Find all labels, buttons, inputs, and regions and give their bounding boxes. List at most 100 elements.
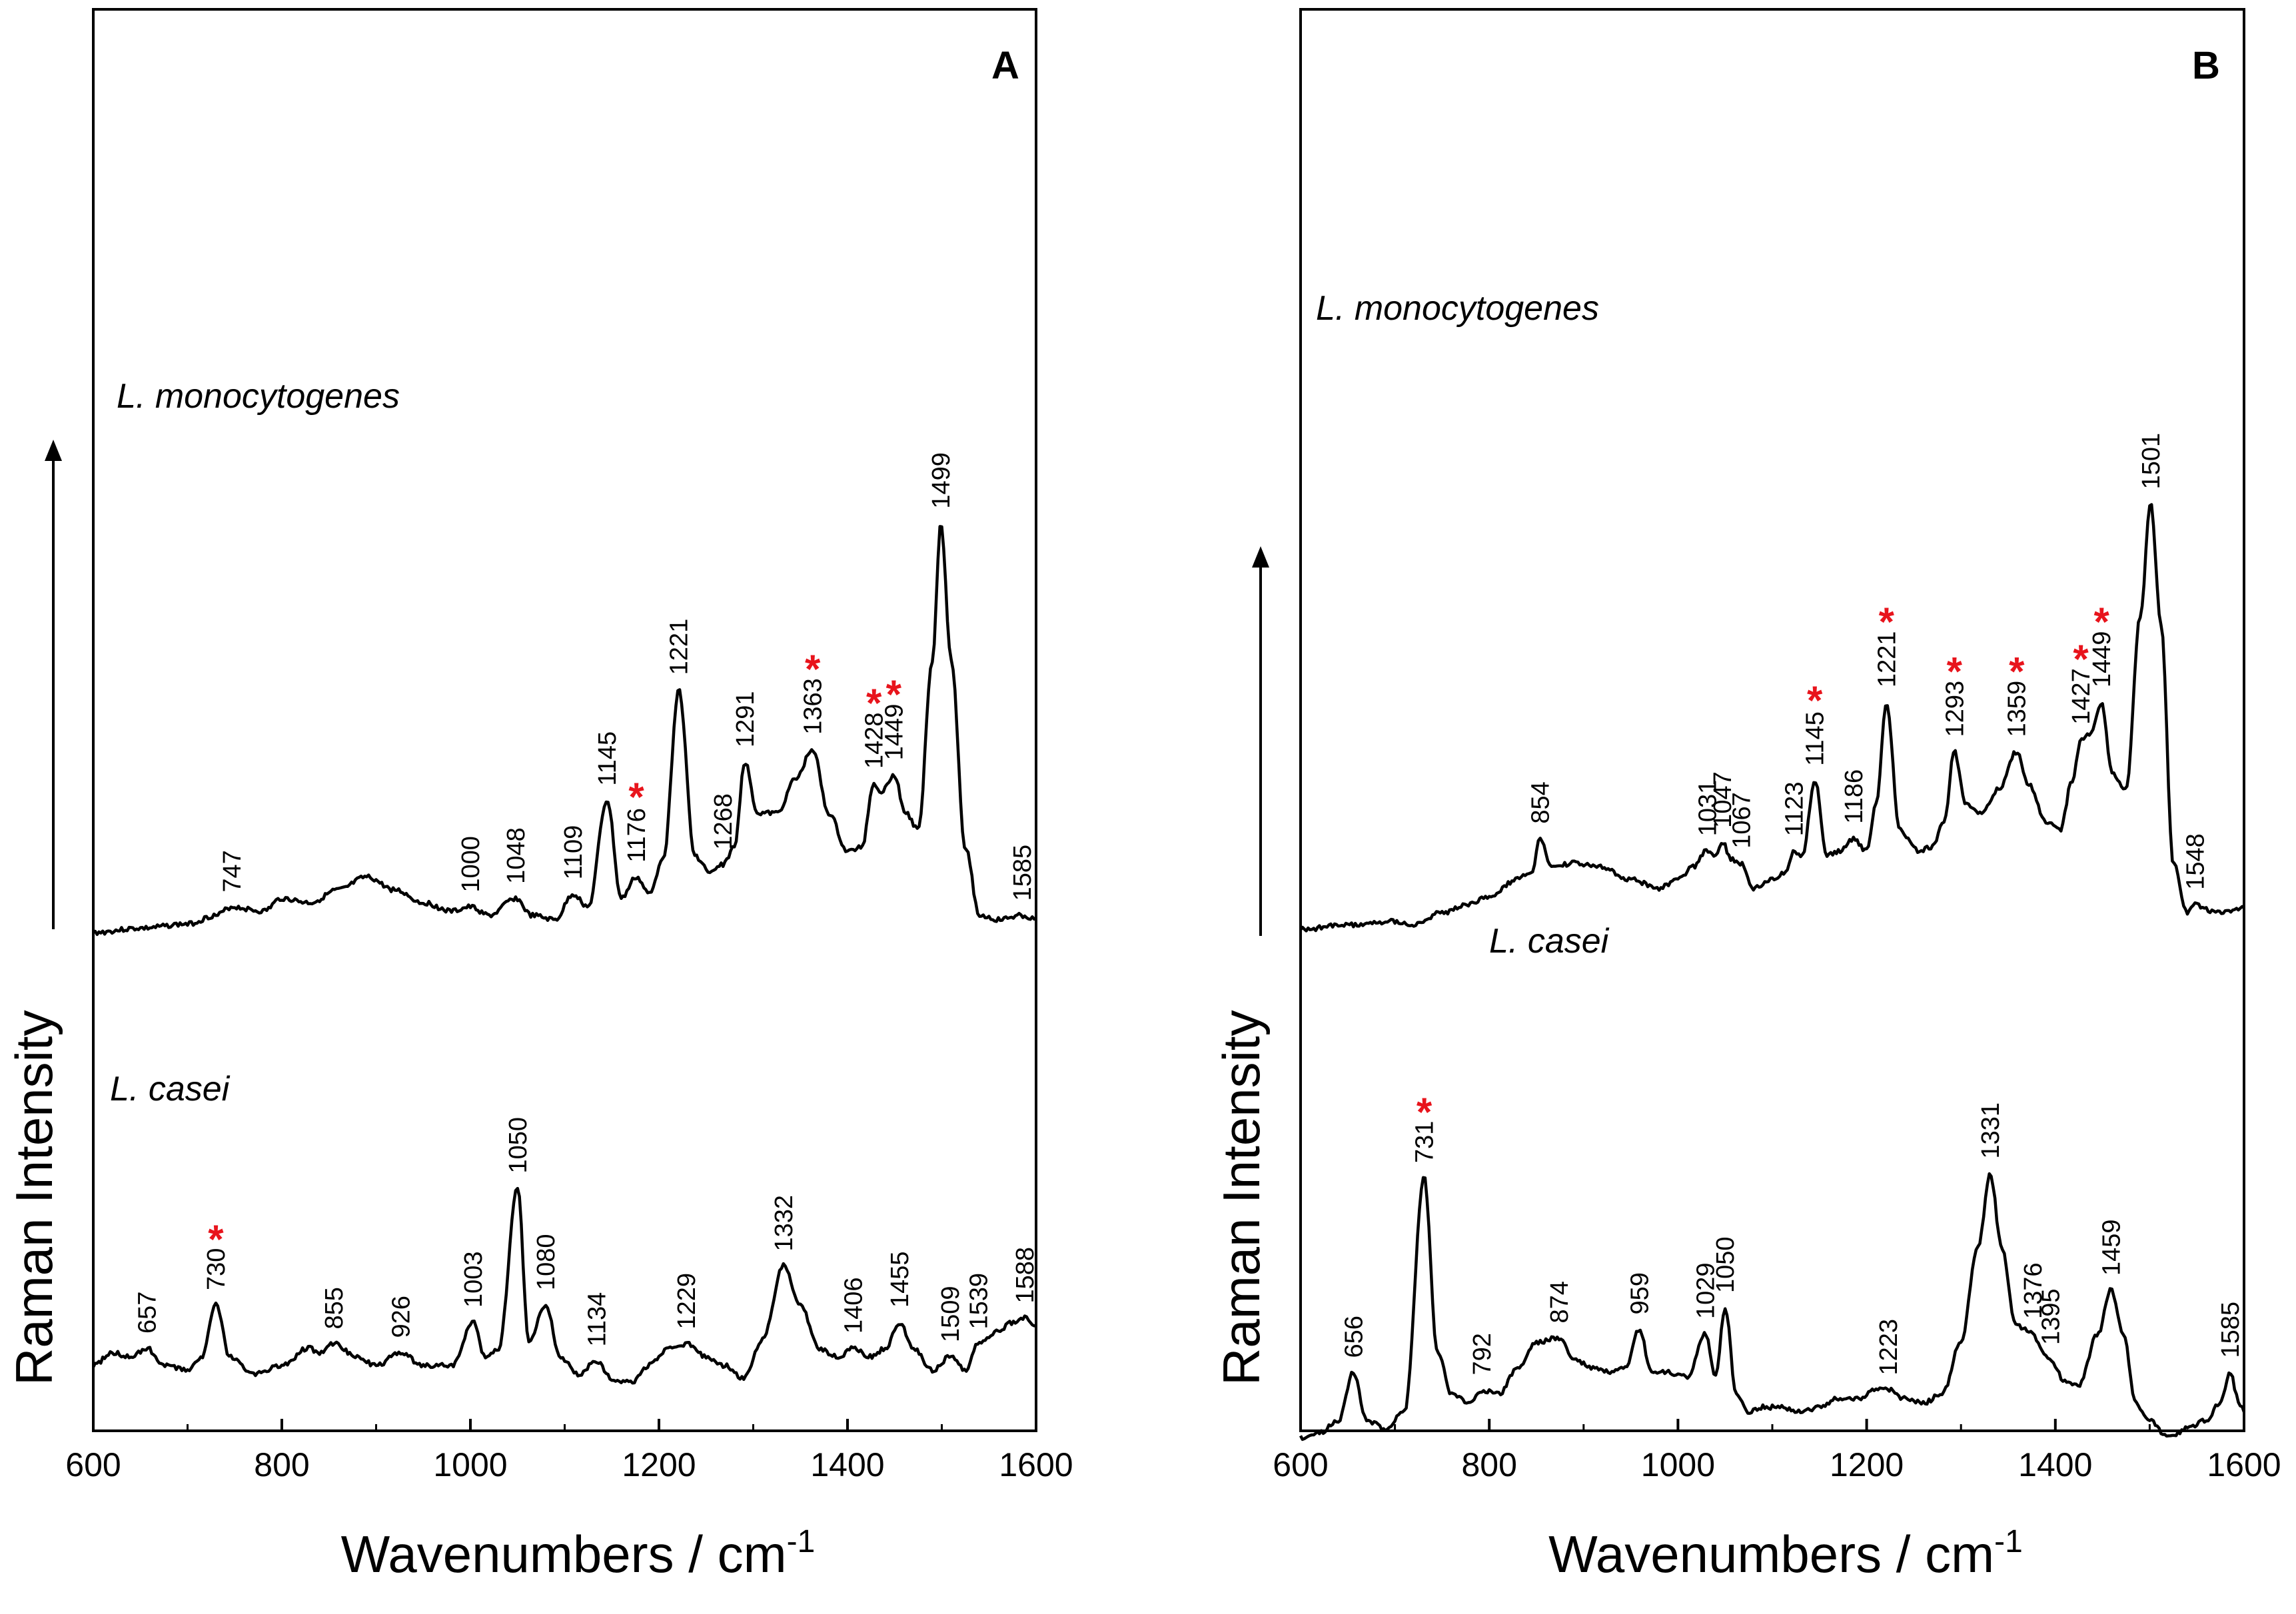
series-name: L. casei: [110, 1070, 231, 1108]
peak-label: 1221: [1873, 631, 1901, 687]
x-tick-label: 1200: [622, 1446, 696, 1483]
x-tick-label: 600: [65, 1446, 121, 1483]
peak-label: 792: [1468, 1333, 1496, 1375]
peak-label: 1509: [937, 1286, 965, 1342]
peak-label: 926: [387, 1296, 415, 1338]
chart-panel-a: 600 800 1000 1200 1400 1600 Wavenumbers / cm-1…: [5, 8, 1073, 1583]
peak-label: 1588: [1011, 1247, 1039, 1304]
peak-label: 1123: [1781, 781, 1809, 836]
peak-label: 1459: [2097, 1219, 2125, 1276]
peak-label: 1501: [2137, 433, 2165, 490]
peak-label: 1145: [594, 731, 622, 786]
peak-label: 1427: [2067, 668, 2095, 725]
significance-star-icon: *: [1807, 678, 1823, 723]
x-tick-label: 800: [1461, 1446, 1516, 1483]
peak-label: 959: [1626, 1272, 1654, 1314]
panel-label: A: [991, 44, 1019, 87]
peak-label: 656: [1340, 1316, 1368, 1358]
significance-star-icon: *: [2094, 600, 2110, 644]
peak-label: 1145: [1802, 711, 1830, 766]
peak-label: 1331: [1977, 1102, 2005, 1159]
peak-label: 1406: [840, 1277, 867, 1334]
peak-label: 657: [134, 1292, 162, 1334]
y-axis-label: Raman Intensity: [1212, 1010, 1271, 1386]
peak-label: 1134: [584, 1292, 612, 1347]
peak-label: 1585: [1009, 845, 1037, 901]
x-tick-label: 1000: [433, 1446, 507, 1483]
series-name: L. casei: [1489, 922, 1610, 961]
peak-label: 1395: [2037, 1288, 2065, 1345]
peak-label: 730: [203, 1248, 231, 1290]
peak-label: 1428: [861, 712, 889, 769]
peak-label: 731: [1411, 1121, 1438, 1163]
peak-label: 1186: [1840, 769, 1868, 824]
x-tick-label: 800: [254, 1446, 309, 1483]
significance-star-icon: *: [208, 1217, 224, 1262]
significance-star-icon: *: [628, 775, 644, 819]
peak-label: 1499: [927, 452, 955, 509]
x-axis-label: Wavenumbers / cm-1: [1548, 1524, 2023, 1583]
significance-star-icon: *: [1947, 649, 1963, 693]
spectrum-line: [1299, 1172, 2246, 1441]
peak-label: 1050: [1712, 1236, 1740, 1293]
x-tick-label: 600: [1273, 1446, 1328, 1483]
x-axis-label-superscript: -1: [787, 1524, 816, 1559]
spectrum-line: [91, 1186, 1037, 1385]
significance-star-icon: *: [2073, 637, 2089, 681]
panel-label: B: [2192, 44, 2220, 87]
peak-label: 1359: [2004, 681, 2031, 737]
peak-label: 1363: [800, 678, 828, 735]
x-tick-label: 1000: [1641, 1446, 1715, 1483]
series-name: L. monocytogenes: [117, 377, 400, 416]
peak-label: 1109: [560, 825, 588, 880]
peak-label: 855: [320, 1287, 348, 1329]
y-axis-label: Raman Intensity: [5, 1010, 63, 1386]
x-tick-label: 1600: [999, 1446, 1073, 1483]
x-tick-label: 1400: [810, 1446, 884, 1483]
peak-label: 874: [1546, 1281, 1574, 1323]
peak-label: 1047: [1709, 771, 1737, 828]
peak-label: 1031: [1694, 780, 1722, 837]
peak-label: 1548: [2181, 833, 2209, 890]
plot-frame: [1299, 8, 2245, 1432]
x-tick-label: 1400: [2018, 1446, 2092, 1483]
peak-label: 1332: [770, 1195, 798, 1252]
peak-label: 1539: [965, 1273, 993, 1330]
spectrum-line: [1299, 503, 2245, 933]
spectrum-line: [93, 525, 1037, 937]
significance-star-icon: *: [1879, 600, 1895, 644]
y-axis-arrow-head-icon: [45, 440, 62, 461]
peak-label: 747: [219, 850, 247, 892]
peak-label: 1000: [457, 836, 485, 893]
peak-label: 1585: [2217, 1302, 2245, 1358]
significance-star-icon: *: [2009, 649, 2025, 693]
peak-label: 1449: [880, 704, 908, 761]
peak-label: 1080: [532, 1234, 560, 1290]
peak-label: 1176: [623, 808, 651, 863]
peak-label: 1050: [504, 1117, 532, 1174]
peak-label: 1003: [460, 1251, 488, 1308]
x-axis-label-superscript: -1: [1994, 1524, 2023, 1559]
peak-label: 1449: [2088, 631, 2116, 687]
series-l-casei: L. casei 657 730* 855 926 1003 1050 1080 1134 122…: [91, 1070, 1039, 1385]
peak-label: 854: [1527, 781, 1555, 823]
peak-label: 1293: [1941, 681, 1969, 737]
significance-star-icon: *: [805, 647, 821, 691]
peak-label: 1376: [2019, 1262, 2047, 1319]
series-name: L. monocytogenes: [1316, 289, 1599, 328]
peak-label: 1291: [732, 691, 760, 747]
peak-label: 1268: [710, 793, 738, 850]
chart-panel-b: 600 800 1000 1200 1400 1600 Wavenumbers / cm-1…: [1212, 8, 2281, 1583]
peak-label: 1048: [502, 827, 530, 884]
y-axis-arrow-head-icon: [1252, 546, 1269, 568]
significance-star-icon: *: [1417, 1090, 1433, 1134]
significance-star-icon: *: [866, 681, 882, 725]
x-axis-label: Wavenumbers / cm-1: [341, 1524, 816, 1583]
peak-label: 1223: [1875, 1319, 1903, 1376]
peak-label: 1229: [673, 1273, 701, 1330]
x-tick-label: 1200: [1830, 1446, 1904, 1483]
